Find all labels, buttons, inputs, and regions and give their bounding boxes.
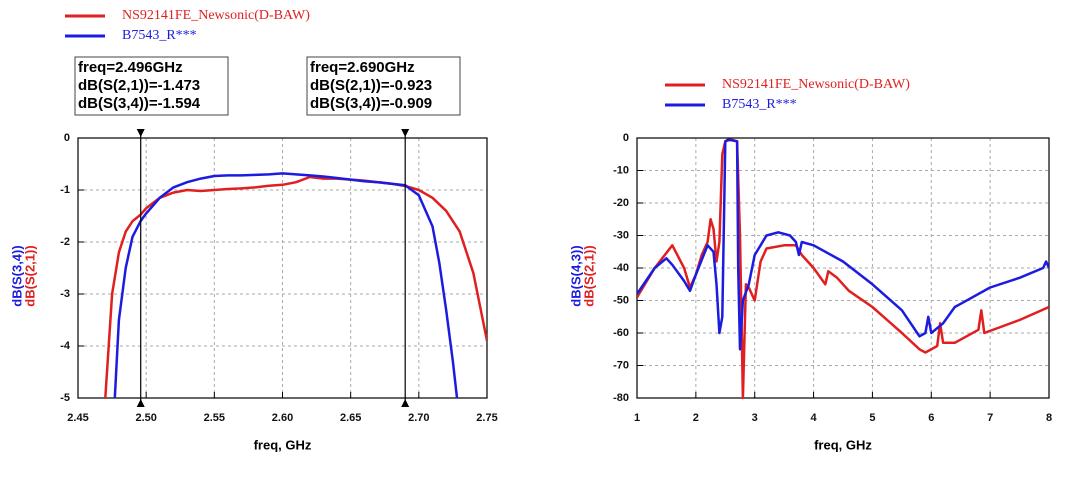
series-line (637, 138, 1049, 351)
x-tick-label: 7 (987, 412, 993, 424)
legend-label: NS92141FE_Newsonic(D-BAW) (122, 8, 310, 23)
x-tick-label: 4 (811, 412, 818, 424)
x-tick-label: 2.50 (135, 412, 156, 424)
x-tick-label: 2.45 (67, 412, 88, 424)
plot-frame (77, 137, 488, 399)
y-tick-label: -70 (613, 359, 629, 371)
y-tick-label: -50 (613, 294, 629, 306)
readout-text: freq=2.690GHz (310, 59, 415, 76)
chart: 1 2 3 4 5 6 7 8 0 -10 -20 -30 -40 -50 -60 -70 -80 NS92141… (568, 77, 1052, 452)
chart: 2.45 2.50 2.55 2.60 2.65 2.70 2.75 0 -1 -2 -3 -4 -5 N… (9, 8, 497, 452)
x-tick-label: 2.65 (340, 412, 361, 424)
y-tick-label: -60 (613, 327, 629, 339)
y-tick-label: -1 (60, 184, 70, 196)
y-tick-label: -30 (613, 229, 629, 241)
x-tick-label: 2 (693, 412, 699, 424)
y-tick-label: -80 (613, 392, 629, 404)
x-tick-label: 8 (1046, 412, 1052, 424)
y-tick-label: -2 (60, 236, 70, 248)
x-tick-label: 2.75 (476, 412, 497, 424)
x-axis-label: freq, GHz (814, 437, 872, 452)
marker-top (136, 129, 145, 137)
readout-text: dB(S(3,4))=-1.594 (78, 95, 201, 112)
x-tick-label: 3 (752, 412, 758, 424)
x-tick-label: 2.60 (272, 412, 293, 424)
readout-box (74, 56, 229, 116)
readout-text: dB(S(3,4))=-0.909 (310, 95, 432, 112)
x-tick-label: 2.55 (204, 412, 225, 424)
y-tick-label: -4 (60, 340, 71, 352)
x-tick-label: 5 (869, 412, 875, 424)
marker-bottom (136, 399, 145, 407)
y-tick-label: -10 (613, 164, 629, 176)
y-axis-label: dB(S(4,3)) (568, 245, 583, 306)
x-tick-label: 2.70 (408, 412, 429, 424)
x-tick-label: 1 (634, 412, 640, 424)
y-axis-label: dB(S(3,4)) (9, 245, 24, 306)
y-tick-label: -20 (613, 197, 629, 209)
legend-label: NS92141FE_Newsonic(D-BAW) (722, 77, 910, 92)
marker-top (401, 129, 410, 137)
y-tick-label: -3 (60, 288, 70, 300)
readout-text: dB(S(2,1))=-1.473 (78, 77, 200, 94)
y-axis-label: dB(S(2,1)) (581, 245, 596, 306)
readout-text: freq=2.496GHz (78, 59, 183, 76)
x-tick-label: 6 (928, 412, 934, 424)
y-axis-label: dB(S(2,1)) (22, 245, 37, 306)
legend-label: B7543_R*** (122, 28, 197, 43)
y-tick-label: 0 (623, 132, 629, 144)
series-line (104, 175, 487, 399)
x-axis-label: freq, GHz (254, 437, 312, 452)
y-tick-label: 0 (64, 132, 70, 144)
marker-bottom (401, 399, 410, 407)
y-tick-label: -5 (60, 392, 70, 404)
legend-label: B7543_R*** (722, 97, 797, 112)
y-tick-label: -40 (613, 262, 629, 274)
series-line (113, 172, 459, 399)
readout-text: dB(S(2,1))=-0.923 (310, 77, 432, 94)
readout-box (306, 56, 461, 116)
